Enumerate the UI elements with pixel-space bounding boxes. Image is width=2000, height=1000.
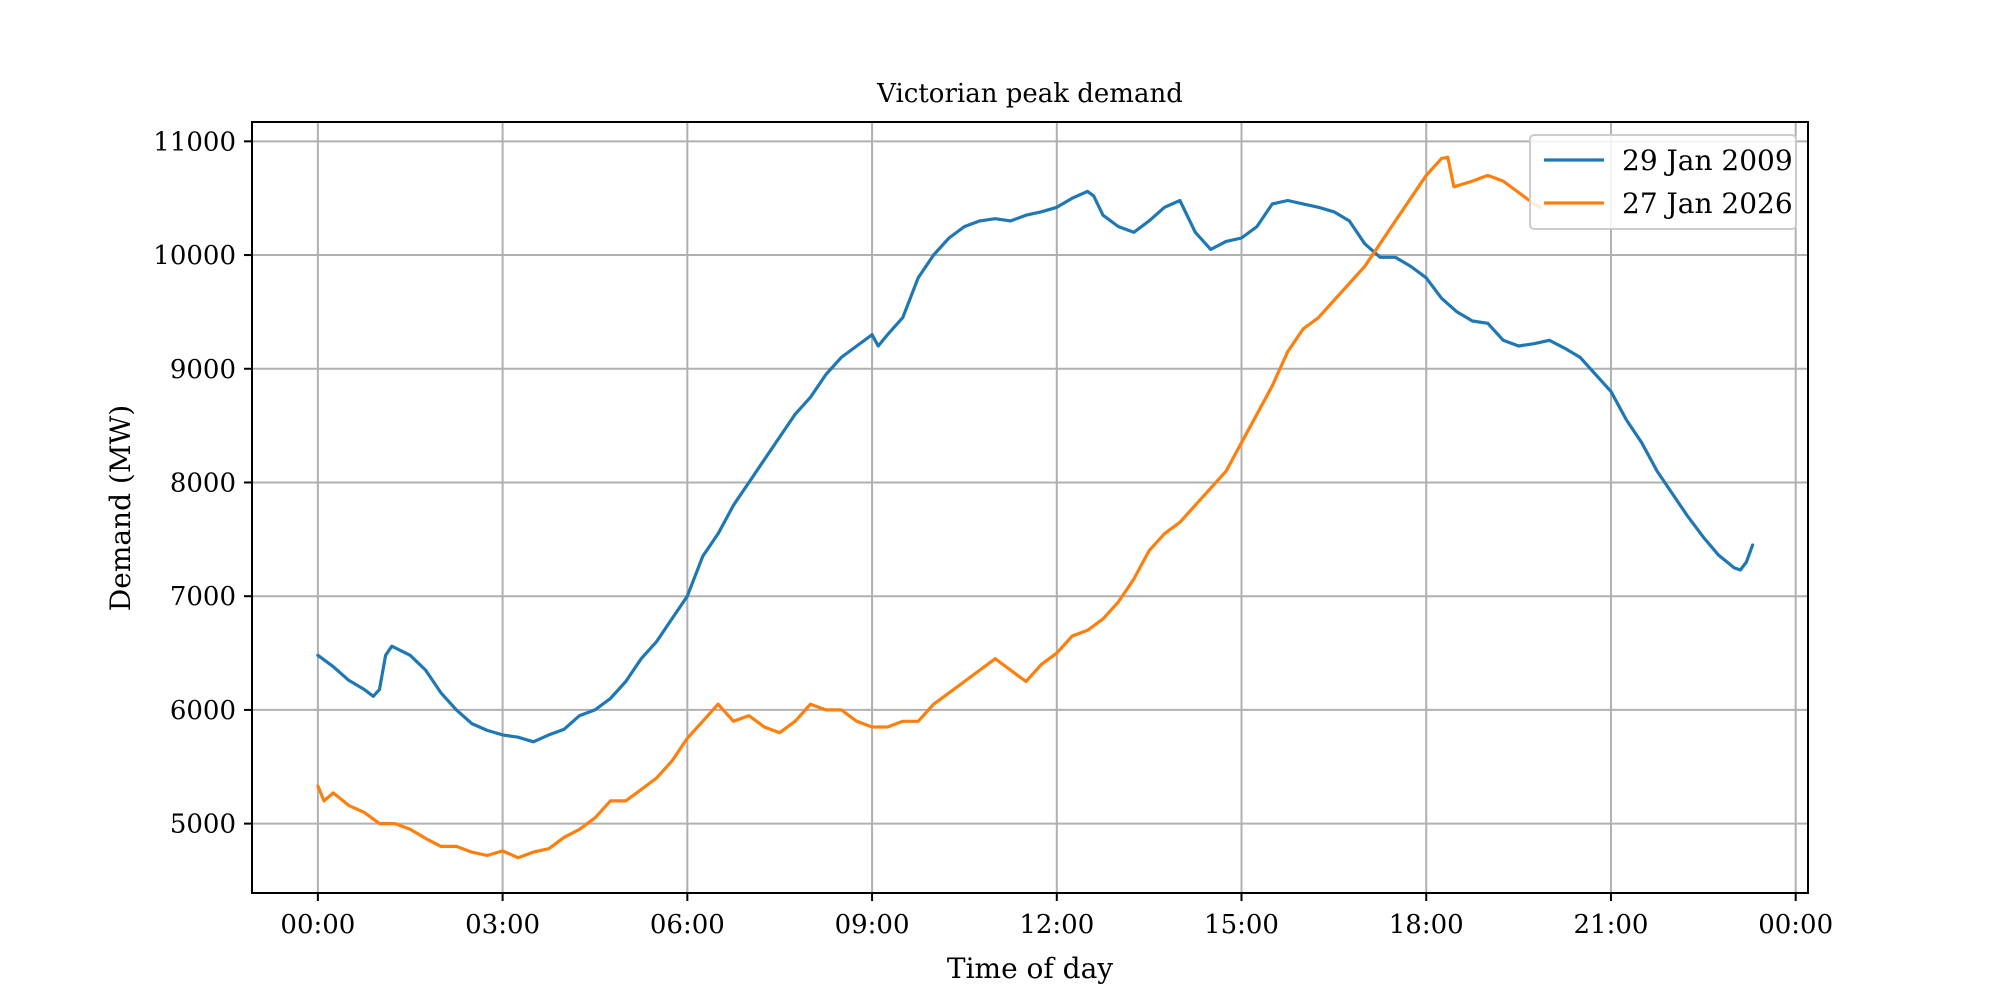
x-tick-label: 21:00 xyxy=(1573,910,1648,940)
series-line-2 xyxy=(316,155,1542,860)
x-tick-label: 00:00 xyxy=(280,910,355,940)
x-tick-label: 03:00 xyxy=(465,910,540,940)
x-tick-label: 06:00 xyxy=(650,910,725,940)
y-tick-label: 9000 xyxy=(170,355,236,385)
x-tick-label: 00:00 xyxy=(1758,910,1833,940)
y-tick-label: 7000 xyxy=(170,582,236,612)
series-line-1 xyxy=(316,189,1755,744)
x-tick-label: 15:00 xyxy=(1204,910,1279,940)
y-axis-label: Demand (MW) xyxy=(104,405,137,611)
y-tick-label: 11000 xyxy=(153,127,236,157)
axis-ticks: 00:00 03:00 06:00 09:00 12:00 15:00 18:00 21:00… xyxy=(153,127,1833,940)
x-tick-label: 18:00 xyxy=(1389,910,1464,940)
x-tick-label: 12:00 xyxy=(1019,910,1094,940)
x-tick-label: 09:00 xyxy=(835,910,910,940)
legend-label-series-2: 27 Jan 2026 xyxy=(1622,187,1793,220)
grid-lines xyxy=(252,122,1808,893)
legend: 29 Jan 2009 27 Jan 2026 xyxy=(1529,134,1797,230)
y-tick-label: 8000 xyxy=(170,468,236,498)
x-axis-label: Time of day xyxy=(947,952,1113,985)
y-tick-label: 5000 xyxy=(170,810,236,840)
y-tick-label: 6000 xyxy=(170,696,236,726)
chart-title: Victorian peak demand xyxy=(876,79,1183,109)
plot-frame xyxy=(251,121,1809,894)
y-tick-label: 10000 xyxy=(153,241,236,271)
series-lines xyxy=(316,155,1755,860)
legend-label-series-1: 29 Jan 2009 xyxy=(1622,144,1793,177)
